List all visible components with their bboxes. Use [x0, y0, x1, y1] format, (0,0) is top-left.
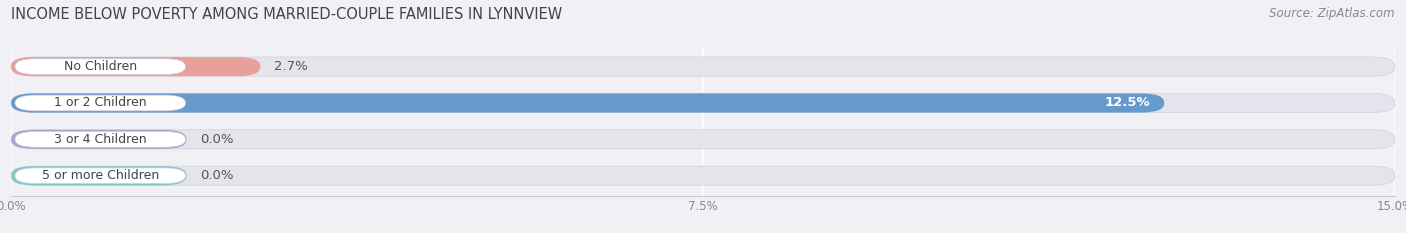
FancyBboxPatch shape	[11, 93, 1164, 113]
Text: 2.7%: 2.7%	[274, 60, 308, 73]
FancyBboxPatch shape	[11, 93, 1395, 113]
Text: Source: ZipAtlas.com: Source: ZipAtlas.com	[1270, 7, 1395, 20]
FancyBboxPatch shape	[11, 57, 1395, 76]
Text: 0.0%: 0.0%	[200, 169, 233, 182]
Text: 3 or 4 Children: 3 or 4 Children	[53, 133, 146, 146]
FancyBboxPatch shape	[15, 168, 186, 184]
Text: 1 or 2 Children: 1 or 2 Children	[53, 96, 146, 110]
FancyBboxPatch shape	[15, 59, 186, 75]
FancyBboxPatch shape	[11, 57, 260, 76]
FancyBboxPatch shape	[15, 95, 186, 111]
FancyBboxPatch shape	[11, 130, 1395, 149]
Text: INCOME BELOW POVERTY AMONG MARRIED-COUPLE FAMILIES IN LYNNVIEW: INCOME BELOW POVERTY AMONG MARRIED-COUPL…	[11, 7, 562, 22]
FancyBboxPatch shape	[11, 166, 187, 185]
FancyBboxPatch shape	[15, 131, 186, 147]
FancyBboxPatch shape	[11, 130, 187, 149]
Text: 5 or more Children: 5 or more Children	[42, 169, 159, 182]
Text: 12.5%: 12.5%	[1105, 96, 1150, 110]
Text: 0.0%: 0.0%	[200, 133, 233, 146]
Text: No Children: No Children	[63, 60, 136, 73]
FancyBboxPatch shape	[11, 166, 1395, 185]
